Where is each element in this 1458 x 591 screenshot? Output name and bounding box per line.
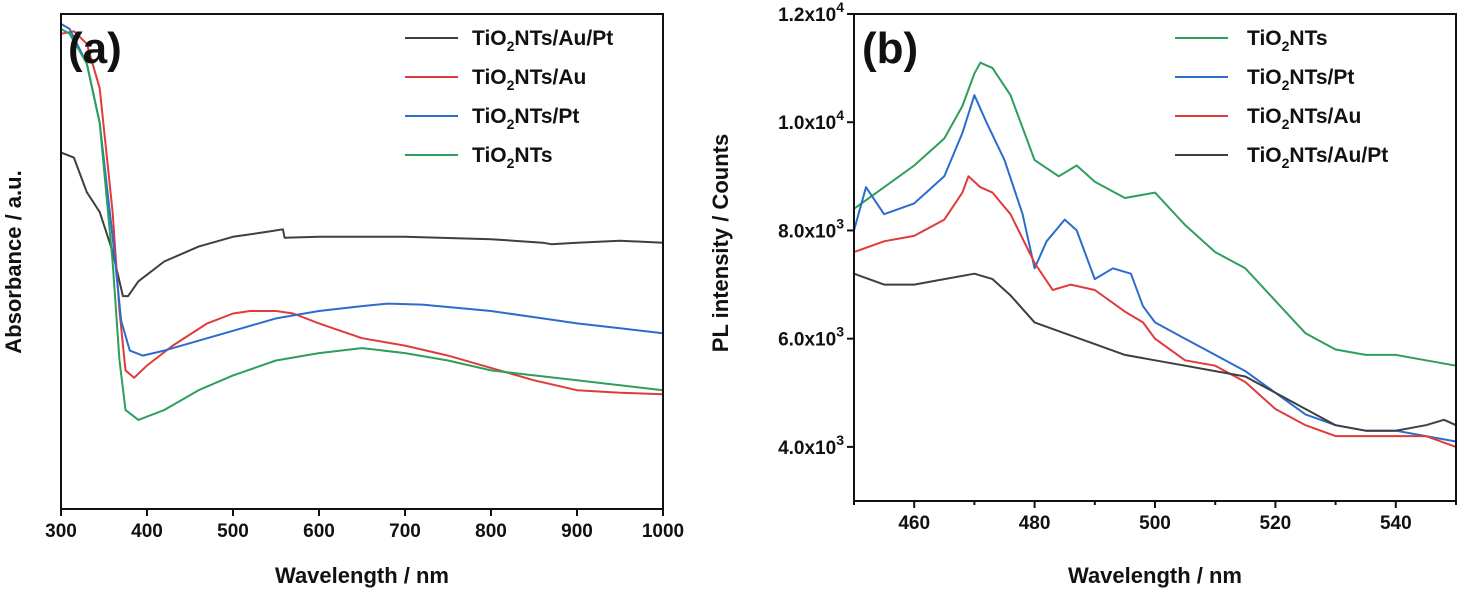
panel-b-x-tick-label: 460 <box>898 513 930 534</box>
panel-b-legend-label-tio2nts-au: TiO2NTs/Au <box>1247 105 1361 132</box>
panel-a-ticks: 300 400 500 600 700 800 900 1000 <box>45 509 684 542</box>
panel-b-plot-frame <box>853 13 1457 502</box>
panel-a-legend-label-tio2nts-pt: TiO2NTs/Pt <box>472 105 579 132</box>
panel-b-ticks: 460 480 500 520 540 4.0x103 6.0x103 8.0x103 1.0x… <box>778 0 1457 534</box>
panel-a-x-axis-title: Wavelength / nm <box>275 563 449 588</box>
panel-b-series-group <box>853 61 1457 448</box>
panel-a-x-tick-label: 1000 <box>642 521 684 542</box>
panel-a-legend-label-tio2nts-au: TiO2NTs/Au <box>472 66 586 93</box>
panel-a-series-group <box>60 23 664 421</box>
panel-b-series-tio2nts-au-pt <box>853 272 1457 432</box>
panel-b-y-tick-label: 1.2x104 <box>778 0 844 26</box>
panel-b-series-tio2nts-au <box>853 175 1457 448</box>
panel-a-x-tick-label: 900 <box>561 521 593 542</box>
panel-a-x-tick-label: 800 <box>475 521 507 542</box>
panel-a: 300 400 500 600 700 800 900 1000 (a) Wavelength… <box>1 13 684 588</box>
panel-b-legend-label-tio2nts-pt: TiO2NTs/Pt <box>1247 66 1354 93</box>
panel-b-x-tick-label: 480 <box>1019 513 1051 534</box>
panel-b-y-tick-label: 8.0x103 <box>778 215 844 242</box>
panel-b-y-tick-label: 4.0x103 <box>778 432 844 459</box>
panel-b-series-tio2nts-pt <box>853 94 1457 443</box>
panel-a-legend-label-tio2nts: TiO2NTs <box>472 144 553 171</box>
panel-b-x-tick-label: 540 <box>1380 513 1412 534</box>
panel-a-x-tick-label: 600 <box>303 521 335 542</box>
panel-a-series-tio2nts <box>60 28 664 421</box>
panel-a-legend-label-tio2nts-au-pt: TiO2NTs/Au/Pt <box>472 27 613 54</box>
panel-b-y-tick-label: 1.0x104 <box>778 107 844 134</box>
panel-b: 460 480 500 520 540 4.0x103 6.0x103 8.0x103 1.0x… <box>708 0 1457 588</box>
panel-a-x-tick-label: 400 <box>131 521 163 542</box>
panel-a-series-tio2nts-au <box>60 30 664 396</box>
panel-b-x-tick-label: 520 <box>1260 513 1292 534</box>
panel-b-legend-label-tio2nts: TiO2NTs <box>1247 27 1328 54</box>
panel-b-x-tick-label: 500 <box>1139 513 1171 534</box>
panel-b-legend: TiO2NTs TiO2NTs/Pt TiO2NTs/Au TiO2NTs/Au/Pt <box>1175 27 1388 171</box>
panel-a-x-tick-label: 500 <box>217 521 249 542</box>
panel-a-x-tick-label: 300 <box>45 521 77 542</box>
panel-a-legend: TiO2NTs/Au/Pt TiO2NTs/Au TiO2NTs/Pt TiO2NTs <box>405 27 613 171</box>
panel-b-series-tio2nts <box>853 61 1457 367</box>
panel-a-series-tio2nts-au-pt <box>60 151 664 298</box>
panel-a-label: (a) <box>68 24 122 73</box>
panel-a-x-tick-label: 700 <box>389 521 421 542</box>
panel-b-legend-label-tio2nts-au-pt: TiO2NTs/Au/Pt <box>1247 144 1388 171</box>
panel-b-y-tick-label: 6.0x103 <box>778 324 844 351</box>
panel-b-label: (b) <box>862 24 918 73</box>
panel-a-y-axis-title: Absorbance / a.u. <box>1 170 26 353</box>
panel-a-plot-frame <box>60 13 664 510</box>
panel-b-y-axis-title: PL intensity / Counts <box>708 134 733 352</box>
panel-b-x-axis-title: Wavelength / nm <box>1068 563 1242 588</box>
